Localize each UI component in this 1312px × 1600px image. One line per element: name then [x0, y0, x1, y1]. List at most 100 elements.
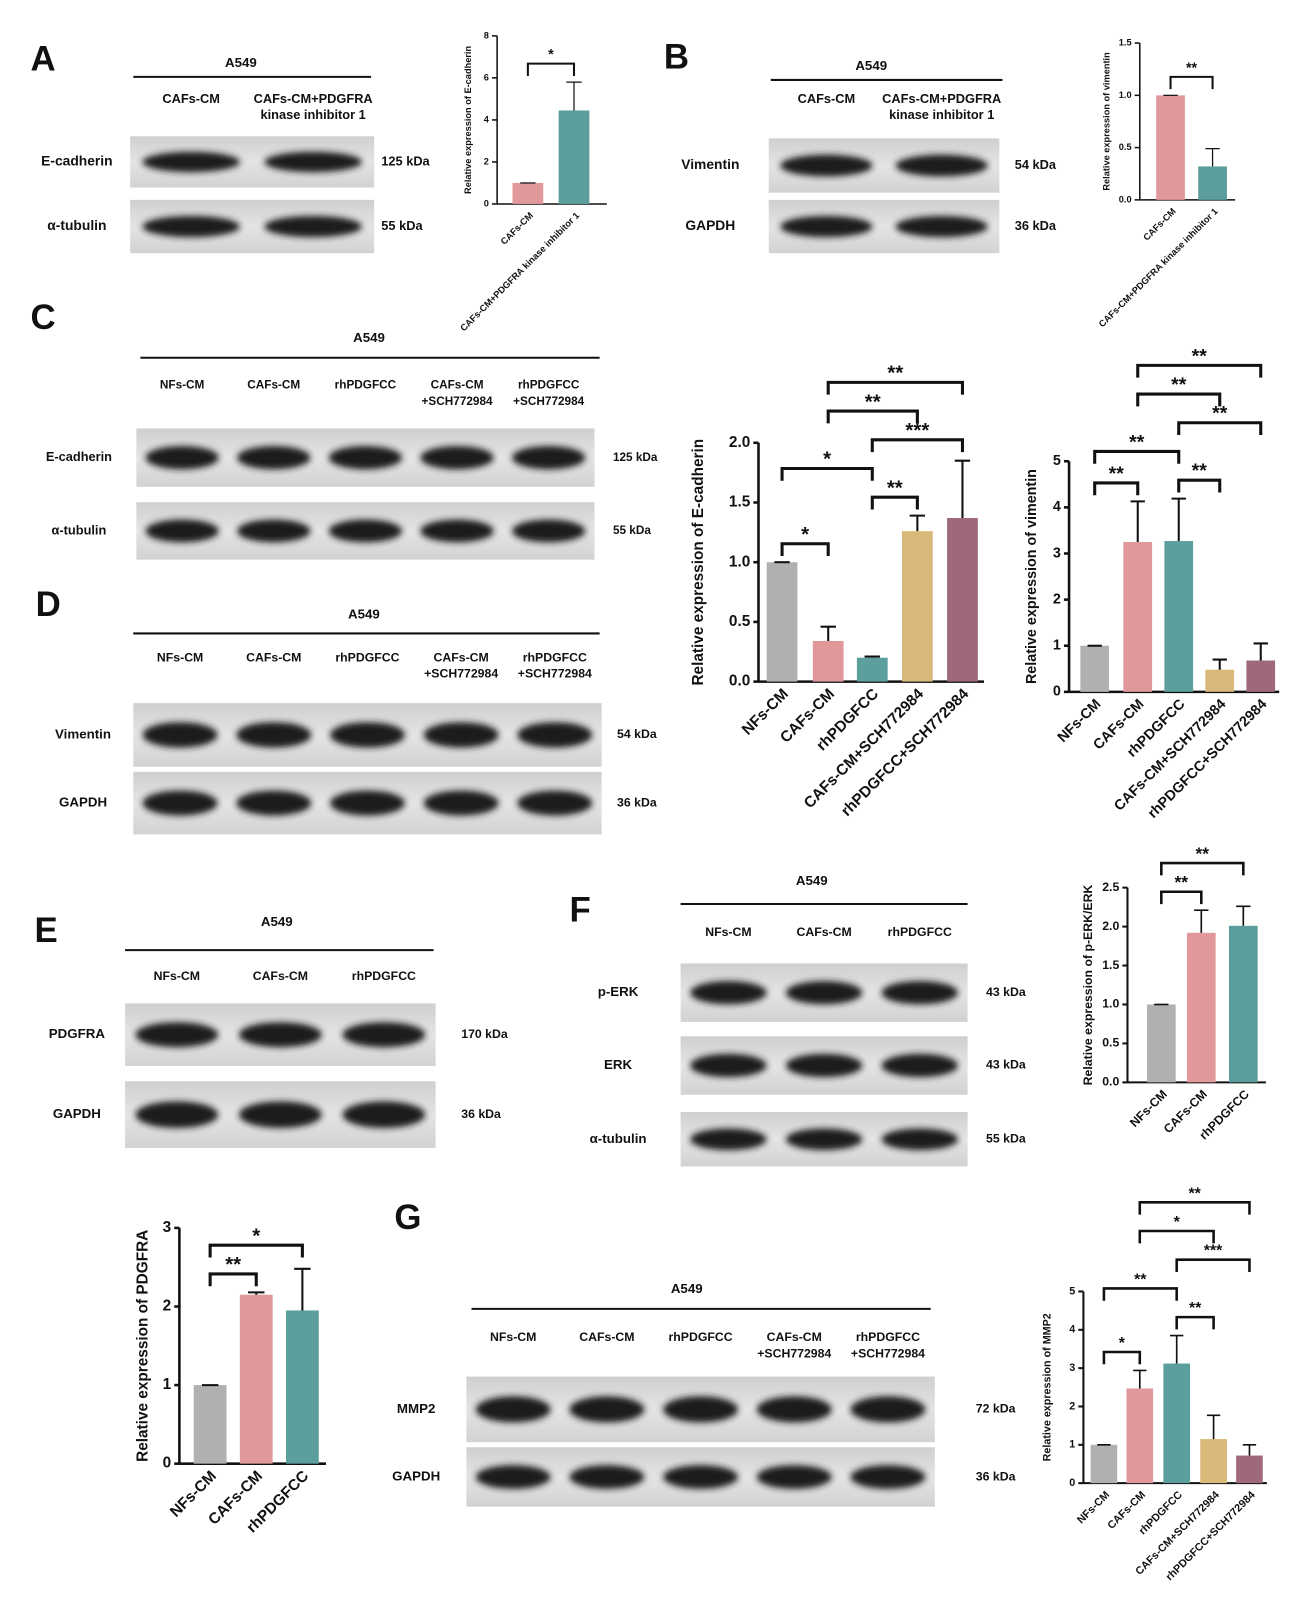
- significance-label: **: [887, 362, 903, 385]
- significance-bracket: [1138, 1201, 1251, 1215]
- protein-label: Vimentin: [681, 156, 739, 172]
- band: [264, 215, 362, 238]
- significance-label: **: [1134, 1271, 1147, 1288]
- lane-label: rhPDGFCC: [352, 969, 416, 983]
- bar: [239, 1294, 273, 1464]
- band: [517, 790, 593, 816]
- band: [780, 215, 873, 238]
- y-tick-label: 0: [1053, 684, 1061, 700]
- significance-bracket: [1177, 478, 1222, 493]
- band: [423, 722, 499, 748]
- y-tick-label: 0.0: [1119, 194, 1132, 204]
- band: [236, 722, 312, 748]
- lane-label: +SCH772984: [757, 1346, 831, 1360]
- significance-bracket: [1175, 1258, 1251, 1273]
- x-tick-label: CAFs-CM: [499, 210, 536, 247]
- size-label: 43 kDa: [986, 985, 1026, 999]
- size-label: 54 kDa: [1015, 157, 1057, 172]
- bar: [1164, 541, 1194, 692]
- band: [881, 981, 959, 1005]
- bar: [901, 531, 933, 682]
- error-bar: [1242, 1443, 1257, 1456]
- significance-bracket: [1138, 1229, 1215, 1244]
- lane-label: NFs-CM: [490, 1330, 536, 1344]
- significance-bracket: [826, 380, 965, 395]
- lane-label: rhPDGFCC: [669, 1330, 733, 1344]
- significance-label: **: [1192, 460, 1208, 482]
- bar: [558, 110, 590, 204]
- panel-letter: F: [570, 890, 591, 929]
- y-tick-label: 1.5: [1119, 37, 1132, 47]
- lane-label: CAFs-CM: [796, 925, 851, 939]
- bar: [1228, 925, 1258, 1083]
- bar: [193, 1385, 227, 1464]
- band: [328, 519, 403, 543]
- lane-label: CAFs-CM: [767, 1330, 822, 1344]
- size-label: 43 kDa: [986, 1058, 1026, 1072]
- significance-label: **: [1109, 463, 1125, 485]
- protein-label: E-cadherin: [41, 153, 112, 169]
- band: [420, 445, 494, 470]
- protein-label: GAPDH: [53, 1106, 101, 1121]
- lane-label: CAFs-CM+PDGFRA: [882, 91, 1001, 106]
- y-tick-label: 1: [163, 1376, 172, 1393]
- y-tick-label: 2: [1069, 1400, 1075, 1412]
- y-tick-label: 0.5: [1119, 142, 1132, 152]
- significance-label: **: [225, 1253, 241, 1276]
- size-label: 55 kDa: [381, 218, 423, 233]
- lane-label: CAFs-CM: [434, 650, 489, 664]
- band: [142, 151, 240, 173]
- size-label: 55 kDa: [613, 524, 651, 537]
- size-label: 54 kDa: [617, 727, 657, 741]
- band: [569, 1396, 645, 1423]
- bar: [1163, 1363, 1191, 1484]
- y-tick-label: 0: [484, 198, 489, 208]
- bar: [812, 641, 844, 682]
- significance-bracket: [208, 1243, 304, 1258]
- lane-label: CAFs-CM: [246, 650, 301, 664]
- error-bar: [909, 514, 926, 532]
- y-tick-label: 1: [1053, 638, 1061, 654]
- lane-label: CAFs-CM: [431, 379, 484, 392]
- band: [690, 1053, 767, 1078]
- band: [475, 1465, 551, 1489]
- lane-label: CAFs-CM: [247, 379, 300, 392]
- lane-label: NFs-CM: [160, 379, 205, 392]
- lane-label: +SCH772984: [424, 667, 498, 681]
- y-tick-label: 4: [1053, 499, 1061, 515]
- y-tick-label: 3: [163, 1219, 172, 1236]
- significance-label: **: [1192, 345, 1208, 367]
- y-tick-label: 5: [1053, 453, 1061, 469]
- y-axis-label: Relative expression of E-cadherin: [463, 46, 473, 194]
- band: [785, 1053, 863, 1078]
- lane-label: +SCH772984: [422, 395, 493, 408]
- bar: [1186, 932, 1216, 1083]
- y-tick-label: 4: [484, 114, 490, 124]
- y-axis-label: Relative expression of vimentin: [1101, 52, 1111, 191]
- lane-label: +SCH772984: [513, 395, 584, 408]
- error-bar: [1171, 497, 1186, 542]
- error-bar: [1133, 1369, 1147, 1389]
- y-tick-label: 1.0: [1102, 997, 1119, 1011]
- band: [236, 790, 312, 816]
- error-bar: [1236, 905, 1251, 926]
- y-tick-label: 2: [163, 1298, 172, 1315]
- band: [785, 981, 863, 1005]
- band: [135, 1101, 219, 1128]
- bar: [1200, 1439, 1227, 1484]
- y-tick-label: 4: [1069, 1324, 1075, 1336]
- y-tick-label: 0.5: [729, 613, 751, 630]
- band: [342, 1022, 426, 1048]
- lane-label: CAFs-CM: [253, 969, 308, 983]
- bar: [1236, 1455, 1263, 1484]
- lane-label: kinase inhibitor 1: [889, 107, 994, 122]
- y-axis-label: Relative expression of vimentin: [1024, 469, 1040, 684]
- significance-bracket: [208, 1272, 258, 1287]
- significance-label: ***: [905, 419, 929, 442]
- lane-label: NFs-CM: [154, 969, 200, 983]
- band: [850, 1396, 926, 1423]
- band: [145, 445, 219, 470]
- band: [569, 1465, 645, 1489]
